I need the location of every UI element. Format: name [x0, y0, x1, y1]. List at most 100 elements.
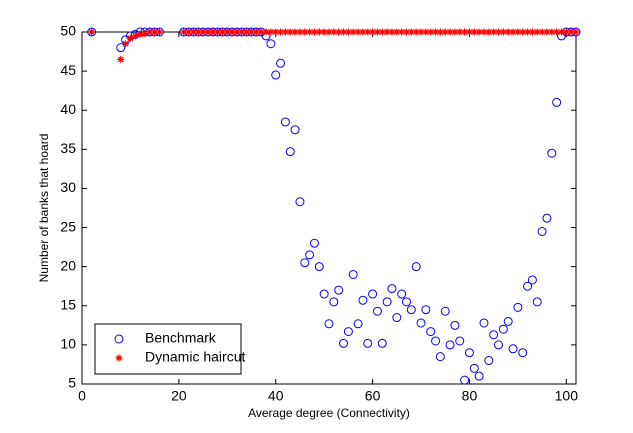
x-tick-label: 20 — [171, 388, 187, 404]
point — [572, 28, 580, 36]
point — [122, 40, 130, 48]
point — [209, 28, 217, 36]
point — [257, 28, 265, 36]
point — [518, 348, 528, 358]
point — [353, 319, 363, 329]
point — [464, 348, 474, 358]
point — [469, 363, 479, 373]
point — [180, 28, 188, 36]
point — [451, 28, 459, 36]
point — [383, 28, 391, 36]
point — [441, 28, 449, 36]
point — [547, 148, 557, 158]
point — [320, 28, 328, 36]
point — [503, 316, 513, 326]
point — [319, 289, 329, 299]
point — [266, 39, 276, 49]
point — [393, 28, 401, 36]
point — [446, 28, 454, 36]
point — [436, 28, 444, 36]
y-tick-label: 35 — [60, 140, 76, 156]
point — [421, 305, 431, 315]
point — [310, 28, 318, 36]
point — [417, 28, 425, 36]
point — [335, 28, 343, 36]
point — [401, 297, 411, 307]
point — [348, 269, 358, 279]
point — [435, 352, 445, 362]
point — [402, 28, 410, 36]
point — [87, 27, 97, 37]
point — [369, 28, 377, 36]
point — [504, 28, 512, 36]
point — [358, 295, 368, 305]
point — [411, 262, 421, 272]
point — [343, 327, 353, 337]
legend-label: Benchmark — [145, 330, 217, 346]
point — [301, 28, 309, 36]
point — [470, 28, 478, 36]
point — [509, 28, 517, 36]
point — [199, 28, 207, 36]
legend-marker — [115, 354, 123, 362]
x-tick-label: 0 — [78, 388, 86, 404]
point — [117, 55, 125, 63]
point — [262, 28, 270, 36]
point — [291, 28, 299, 36]
x-tick-label: 60 — [365, 388, 381, 404]
point — [519, 28, 527, 36]
point — [300, 258, 310, 268]
point — [88, 28, 96, 36]
y-tick-label: 40 — [60, 101, 76, 117]
point — [280, 117, 290, 127]
point — [324, 319, 334, 329]
point — [309, 238, 319, 248]
point — [306, 28, 314, 36]
point — [532, 297, 542, 307]
point — [243, 28, 251, 36]
point — [364, 28, 372, 36]
point — [349, 28, 357, 36]
point — [116, 43, 126, 53]
point — [131, 32, 139, 40]
point — [296, 28, 304, 36]
point — [445, 340, 455, 350]
point — [248, 28, 256, 36]
point — [499, 28, 507, 36]
point — [465, 28, 473, 36]
point — [373, 28, 381, 36]
point — [406, 305, 416, 315]
point — [136, 30, 144, 38]
point — [155, 28, 163, 36]
point — [314, 262, 324, 272]
point — [426, 327, 436, 337]
point — [272, 28, 280, 36]
y-tick-label: 30 — [60, 179, 76, 195]
point — [334, 285, 344, 295]
point — [276, 58, 286, 68]
point — [387, 284, 397, 294]
point — [329, 297, 339, 307]
point — [524, 28, 532, 36]
y-tick-label: 25 — [60, 218, 76, 234]
point — [267, 28, 275, 36]
point — [553, 28, 561, 36]
point — [557, 28, 565, 36]
point — [233, 28, 241, 36]
point — [325, 28, 333, 36]
point — [513, 302, 523, 312]
x-tick-label: 100 — [555, 388, 579, 404]
legend-box — [94, 323, 242, 375]
point — [412, 28, 420, 36]
y-axis-label: Number of banks that hoard — [37, 134, 51, 283]
point — [479, 318, 489, 328]
point — [214, 28, 222, 36]
point — [538, 28, 546, 36]
point — [372, 306, 382, 316]
y-tick-label: 5 — [68, 375, 76, 391]
point — [285, 147, 295, 157]
point — [514, 28, 522, 36]
point — [354, 28, 362, 36]
point — [450, 320, 460, 330]
